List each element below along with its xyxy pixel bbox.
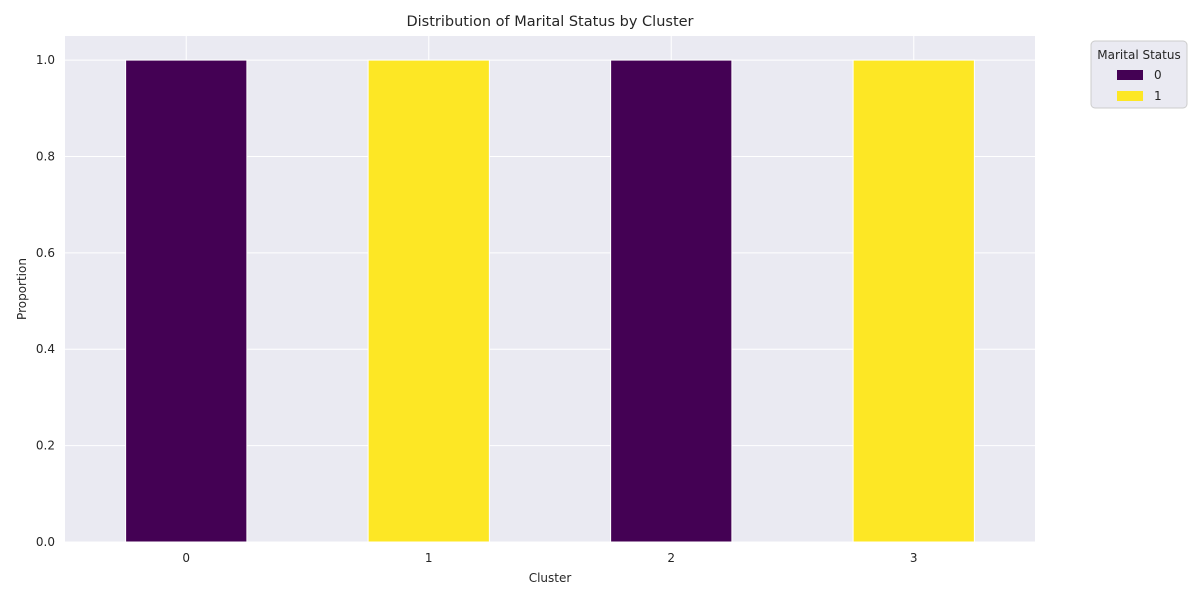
y-axis-title: Proportion (15, 258, 29, 320)
tick-labels: 0.0 0.2 0.4 0.6 0.8 1.0 0 1 2 3 (36, 53, 918, 565)
y-tick-label: 1.0 (36, 53, 55, 67)
bar-cluster-1-status-1 (367, 59, 490, 543)
x-tick-label: 2 (667, 551, 675, 565)
legend-label-1: 1 (1154, 89, 1162, 103)
x-tick-label: 3 (910, 551, 918, 565)
y-tick-label: 0.4 (36, 342, 55, 356)
legend-title: Marital Status (1097, 48, 1180, 62)
y-tick-label: 0.6 (36, 246, 55, 260)
bar-cluster-2-status-0 (610, 59, 733, 543)
bar-cluster-3-status-1 (852, 59, 975, 543)
x-tick-label: 1 (425, 551, 433, 565)
bars (125, 59, 975, 543)
x-axis-title: Cluster (529, 571, 572, 585)
legend-items: 01 (1117, 68, 1162, 103)
legend-label-0: 0 (1154, 68, 1162, 82)
legend: Marital Status 01 (1090, 40, 1188, 109)
x-tick-label: 0 (182, 551, 190, 565)
y-tick-label: 0.0 (36, 535, 55, 549)
legend-swatch-0 (1117, 70, 1143, 80)
y-tick-label: 0.8 (36, 149, 55, 163)
chart-title: Distribution of Marital Status by Cluste… (406, 14, 693, 30)
legend-swatch-1 (1117, 91, 1143, 101)
bar-cluster-0-status-0 (125, 59, 248, 543)
y-tick-label: 0.2 (36, 439, 55, 453)
